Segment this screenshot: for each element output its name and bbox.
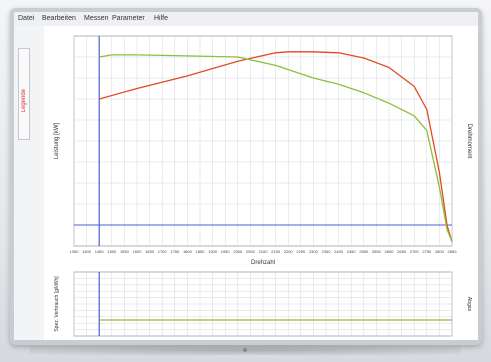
x-tick-label: 1950: [221, 249, 231, 254]
series-line-2: [99, 54, 453, 243]
x-tick-label: 2850: [448, 249, 458, 254]
power-led: [243, 348, 247, 352]
x-tick-label: 2400: [334, 249, 344, 254]
main-x-axis-label: Drehzahl: [251, 260, 275, 266]
main-series-group: [74, 36, 453, 246]
x-tick-label: 2350: [322, 249, 332, 254]
x-tick-label: 2450: [347, 249, 357, 254]
monitor-screen: Datei Bearbeiten Messen Parameter Hilfe …: [14, 12, 478, 340]
x-tick-label: 2700: [410, 249, 420, 254]
legend-tab[interactable]: Legende: [18, 48, 30, 140]
x-tick-label: 2300: [309, 249, 319, 254]
legend-tab-label: Legende: [21, 89, 27, 113]
menu-item-datei[interactable]: Datei: [18, 15, 35, 22]
main-x-tick-labels: 1350 1400 1450 1500 1550 1600 1650 1700 1750 1800…: [70, 249, 458, 254]
x-tick-label: 1800: [183, 249, 193, 254]
x-tick-label: 1650: [145, 249, 155, 254]
x-tick-label: 2800: [435, 249, 445, 254]
x-tick-label: 2650: [397, 249, 407, 254]
x-tick-label: 1750: [170, 249, 180, 254]
x-tick-label: 2100: [259, 249, 269, 254]
menu-item-bearbeiten[interactable]: Bearbeiten: [42, 15, 76, 22]
bottom-grid: [73, 272, 453, 336]
x-tick-label: 2150: [271, 249, 281, 254]
x-tick-label: 1700: [158, 249, 168, 254]
main-y-axis-label: Leistung [kW]: [54, 122, 60, 159]
bottom-y-axis-label: Spez. Verbrauch [g/kWh]: [54, 276, 60, 332]
x-tick-label: 1400: [82, 249, 92, 254]
x-tick-label: 1550: [120, 249, 130, 254]
x-tick-label: 1850: [196, 249, 206, 254]
x-tick-label: 2050: [246, 249, 256, 254]
x-tick-label: 2600: [385, 249, 395, 254]
menu-item-parameter[interactable]: Parameter: [112, 15, 145, 22]
bottom-y2-axis-label: Abgas: [466, 297, 472, 312]
x-tick-label: 1900: [208, 249, 218, 254]
x-tick-label: 2250: [296, 249, 306, 254]
x-tick-label: 2750: [422, 249, 432, 254]
x-tick-label: 1500: [107, 249, 117, 254]
menu-item-messen[interactable]: Messen: [84, 15, 109, 22]
x-tick-label: 1450: [95, 249, 105, 254]
main-grid: [73, 36, 453, 246]
bottom-series-group: [98, 272, 452, 336]
side-panel: Legende: [14, 26, 45, 340]
chart-area: 1350 1400 1450 1500 1550 1600 1650 1700 1750 1800…: [44, 26, 478, 340]
menu-item-hilfe[interactable]: Hilfe: [154, 15, 169, 22]
menu-bar: Datei Bearbeiten Messen Parameter Hilfe: [14, 12, 478, 27]
x-tick-label: 2500: [359, 249, 369, 254]
x-tick-label: 2550: [372, 249, 382, 254]
x-tick-label: 1600: [133, 249, 143, 254]
x-tick-label: 2200: [284, 249, 294, 254]
x-tick-label: 2000: [233, 249, 243, 254]
main-y2-axis-label: Drehmoment: [466, 124, 472, 159]
series-line-1: [99, 51, 453, 242]
x-tick-label: 1350: [70, 249, 80, 254]
chart-panel: 1350 1400 1450 1500 1550 1600 1650 1700 1750 1800…: [44, 26, 478, 340]
